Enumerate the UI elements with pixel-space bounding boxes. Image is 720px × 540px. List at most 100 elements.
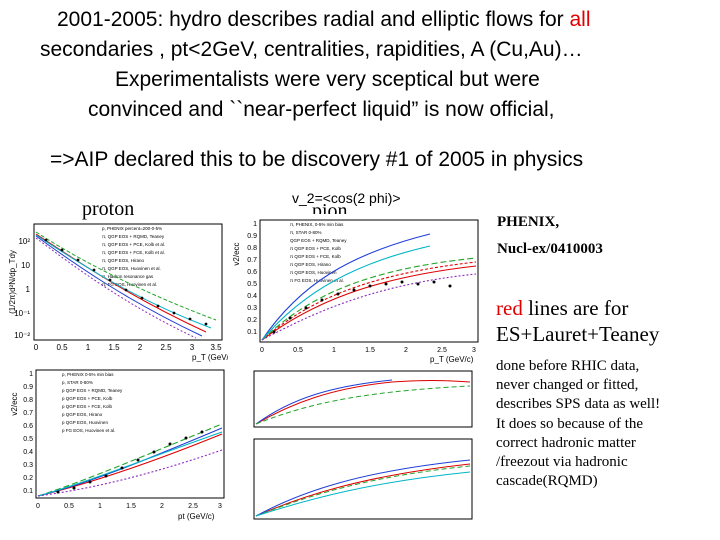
data-point (152, 450, 156, 454)
curve-cyan (255, 471, 471, 517)
legend-entry: π, FG EOS, Huovinen et al. (102, 282, 157, 287)
data-point (156, 304, 160, 308)
data-points (272, 280, 452, 334)
note-line: It does so because of the (496, 415, 644, 432)
red-lines-note: red lines are for (496, 296, 628, 321)
x-tick: 3 (190, 343, 195, 352)
plot-frame (253, 370, 473, 428)
y-tick: 0.6 (247, 269, 257, 276)
data-point (136, 458, 140, 462)
y-tick: 0.8 (247, 245, 257, 252)
curves (255, 379, 471, 425)
data-point (272, 330, 276, 334)
x-tick: 0 (34, 343, 39, 352)
note-line: cascade(RQMD) (496, 473, 598, 490)
legend-entry: p, PHENIX 0-5% min bias (62, 372, 114, 377)
legend-entry: π QGP EOS, Huovinen (290, 270, 337, 275)
legend-entry: π, QGP EOS + RQMD, Teaney (102, 234, 165, 239)
x-ticks: 0 0.5 1 1.5 2 2.5 3 3.5 (34, 343, 222, 352)
headline-flow-text: : hydro describes radial and elliptic fl… (157, 8, 570, 31)
x-tick: 1.5 (108, 343, 120, 352)
plot-frame (259, 219, 479, 343)
x-tick: 1 (98, 503, 102, 510)
curve-green (35, 231, 217, 321)
data-point (92, 268, 96, 272)
y-tick: 0.3 (247, 305, 257, 312)
y-tick: 0.4 (23, 449, 33, 456)
x-tick: 0.5 (64, 503, 74, 510)
curve-cyan (261, 245, 431, 341)
legend: p, PHENIX 0-5% min bias p, STAR 0-80% p … (62, 372, 123, 433)
data-point (432, 280, 436, 284)
label-proton: proton (82, 198, 135, 220)
data-point (76, 258, 80, 262)
legend-entry: p, STAR 0-80% (62, 380, 93, 385)
data-point (104, 474, 108, 478)
curve-green (255, 465, 471, 517)
legend: π, PHENIX, 0-5% min bias π, STAR 0-80% Q… (290, 222, 347, 283)
x-ticks: 0 0.5 1 1.5 2 2.5 3 (260, 347, 476, 354)
note-line: never changed or fitted, (496, 377, 639, 394)
legend-entry: π QGP EOS + FCE, Kolb (290, 254, 341, 259)
plot-frame (35, 369, 225, 499)
pion-v2-svg: v2/ecc 1 0.9 0.8 0.7 0.6 0.5 0.4 0.3 0.2… (232, 219, 479, 364)
y-tick: 0.6 (23, 423, 33, 430)
x-tick: 2 (404, 347, 408, 354)
x-axis-label: pt (GeV/c) (178, 512, 215, 521)
y-tick: 1 (26, 285, 31, 294)
legend-entry: p QGP EOS + FCE, Kolb (62, 404, 113, 409)
data-point (120, 466, 124, 470)
x-tick: 0 (36, 503, 40, 510)
data-point (72, 486, 76, 490)
x-tick: 3 (218, 503, 222, 510)
curve-blue (37, 427, 223, 497)
data-point (88, 480, 92, 484)
headline-line-5: =>AIP declared this to be discovery #1 o… (50, 148, 584, 171)
y-tick: 0.2 (23, 475, 33, 482)
y-ticks: 10² 10 1 10⁻¹ 10⁻² (14, 237, 30, 340)
y-ticks: 1 0.9 0.8 0.7 0.6 0.5 0.4 0.3 0.2 0.1 (23, 371, 33, 495)
reference-arxiv: Nucl-ex/0410003 (497, 241, 603, 257)
red-lines-authors: ES+Lauret+Teaney (496, 322, 660, 346)
legend-entry: π, QGP EOS, Hirano (102, 258, 145, 263)
legend-entry: p FG EOS, Huovinen et al. (62, 428, 115, 433)
curve-blue (35, 235, 203, 337)
data-point (384, 282, 388, 286)
data-point (140, 296, 144, 300)
y-tick: 10 (21, 261, 30, 270)
x-tick: 1.5 (365, 347, 375, 354)
red-lines-rest: lines are for (522, 296, 629, 320)
legend-entry: π, Hadron resonance gas (102, 274, 154, 279)
red-word: red (496, 296, 523, 320)
inset-upper-svg (253, 370, 473, 428)
label-v2-definition: v_2=<cos(2 phi)> (292, 190, 401, 206)
curve-blue (255, 379, 393, 425)
curve-green (261, 257, 477, 341)
curve-purple (35, 237, 197, 339)
note-line: describes SPS data as well! (496, 396, 661, 413)
legend-entry: π QGP EOS + PCE, Kolb (290, 246, 341, 251)
legend: p, PHENIX percent=200-0-5% π, QGP EOS + … (102, 226, 165, 287)
data-points (56, 430, 204, 494)
y-tick: 0.2 (247, 317, 257, 324)
legend-entry: p QGP EOS + RQMD, Teaney (62, 388, 123, 393)
y-ticks: 1 0.9 0.8 0.7 0.6 0.5 0.4 0.3 0.2 0.1 (247, 221, 257, 336)
x-ticks: 0 0.5 1 1.5 2 2.5 3 (36, 503, 222, 510)
curve-green (255, 385, 471, 425)
proton-v2-svg: v2/ecc 1 0.9 0.8 0.7 0.6 0.5 0.4 0.3 0.2… (10, 369, 225, 521)
headline-year: 2001-2005 (57, 8, 158, 31)
y-axis-label: v2/ecc (232, 242, 241, 265)
x-tick: 2 (138, 343, 143, 352)
curve-red (261, 265, 477, 341)
legend-entry: π, QGP EOS + FCE, Kolb et al. (102, 250, 165, 255)
plot-frame (253, 438, 473, 520)
y-tick: 10⁻¹ (14, 309, 30, 318)
x-tick: 2.5 (437, 347, 447, 354)
data-point (172, 311, 176, 315)
data-point (336, 292, 340, 296)
data-point (416, 282, 420, 286)
data-points (44, 238, 208, 326)
curves (255, 459, 471, 517)
x-axis-label: p_T (GeV/c) (192, 353, 228, 362)
y-tick: 0.5 (23, 436, 33, 443)
